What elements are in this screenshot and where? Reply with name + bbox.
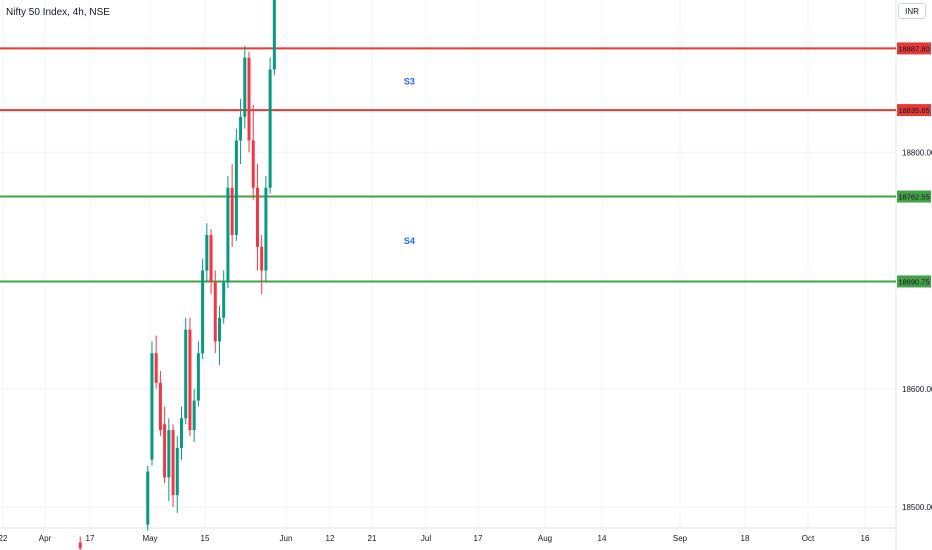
candle-body: [196, 353, 200, 401]
candle-body: [255, 187, 259, 247]
x-tick-label: 15: [201, 534, 210, 543]
x-tick-label: 17: [474, 534, 483, 543]
candle-body: [175, 447, 179, 496]
currency-button[interactable]: INR: [898, 3, 926, 19]
level-badge-text: 18762.55: [898, 193, 929, 202]
candle-body: [78, 542, 82, 549]
x-tick-label: Jun: [280, 534, 293, 543]
candle-body: [167, 430, 171, 478]
candle-body: [217, 317, 221, 342]
x-tick-label: Aug: [538, 534, 552, 543]
level-badge: [897, 275, 931, 288]
candle-body: [188, 329, 192, 431]
candle-body: [272, 0, 276, 70]
y-tick-label: 18600.00: [902, 385, 932, 394]
candle-body: [192, 400, 196, 431]
candle-body: [260, 246, 264, 271]
x-tick-label: 17: [86, 534, 95, 543]
x-tick-label: 18: [741, 534, 750, 543]
candle-body: [180, 418, 183, 448]
candle-body: [247, 57, 251, 141]
candle-body: [150, 353, 154, 460]
x-tick-label: Sep: [673, 534, 688, 543]
x-tick-label: May: [142, 534, 157, 543]
candle-body: [163, 424, 167, 478]
x-tick-label: 21: [368, 534, 377, 543]
x-tick-label: Jul: [421, 534, 431, 543]
candle-body: [222, 282, 226, 318]
level-badge-text: 18690.75: [898, 277, 929, 286]
candle-body: [268, 69, 272, 188]
candle-body: [201, 270, 205, 354]
candle-body: [184, 329, 188, 419]
candle-body: [251, 140, 255, 188]
level-badge: [897, 104, 931, 117]
x-tick-label: Oct: [802, 534, 815, 543]
candle-body: [230, 187, 234, 236]
x-tick-label: 16: [861, 534, 870, 543]
candle-body: [243, 57, 247, 117]
candle-body: [264, 187, 268, 271]
support-label-s3: S3: [404, 76, 415, 86]
chart-title: Nifty 50 Index, 4h, NSE: [6, 7, 110, 18]
x-tick-label: 22: [0, 534, 8, 543]
x-tick-label: 12: [326, 534, 335, 543]
level-badge: [897, 190, 931, 203]
candle-body: [226, 187, 230, 283]
candle-body: [234, 140, 238, 236]
candle-body: [205, 235, 209, 271]
candle-body: [209, 235, 213, 283]
y-tick-label: 18500.00: [902, 503, 932, 512]
x-tick-label: 14: [598, 534, 607, 543]
candle-body: [154, 353, 158, 383]
candle-body: [158, 382, 162, 431]
y-tick-label: 18800.00: [902, 148, 932, 157]
level-badge: [897, 42, 931, 55]
candle-body: [146, 471, 150, 525]
x-tick-label: Apr: [39, 534, 52, 543]
candle-body: [213, 282, 217, 342]
level-badge-text: 18887.80: [898, 44, 929, 53]
candle-body: [239, 116, 243, 141]
support-label-s4: S4: [404, 236, 415, 246]
candle-body: [171, 430, 175, 496]
level-badge-text: 18835.65: [898, 106, 929, 115]
